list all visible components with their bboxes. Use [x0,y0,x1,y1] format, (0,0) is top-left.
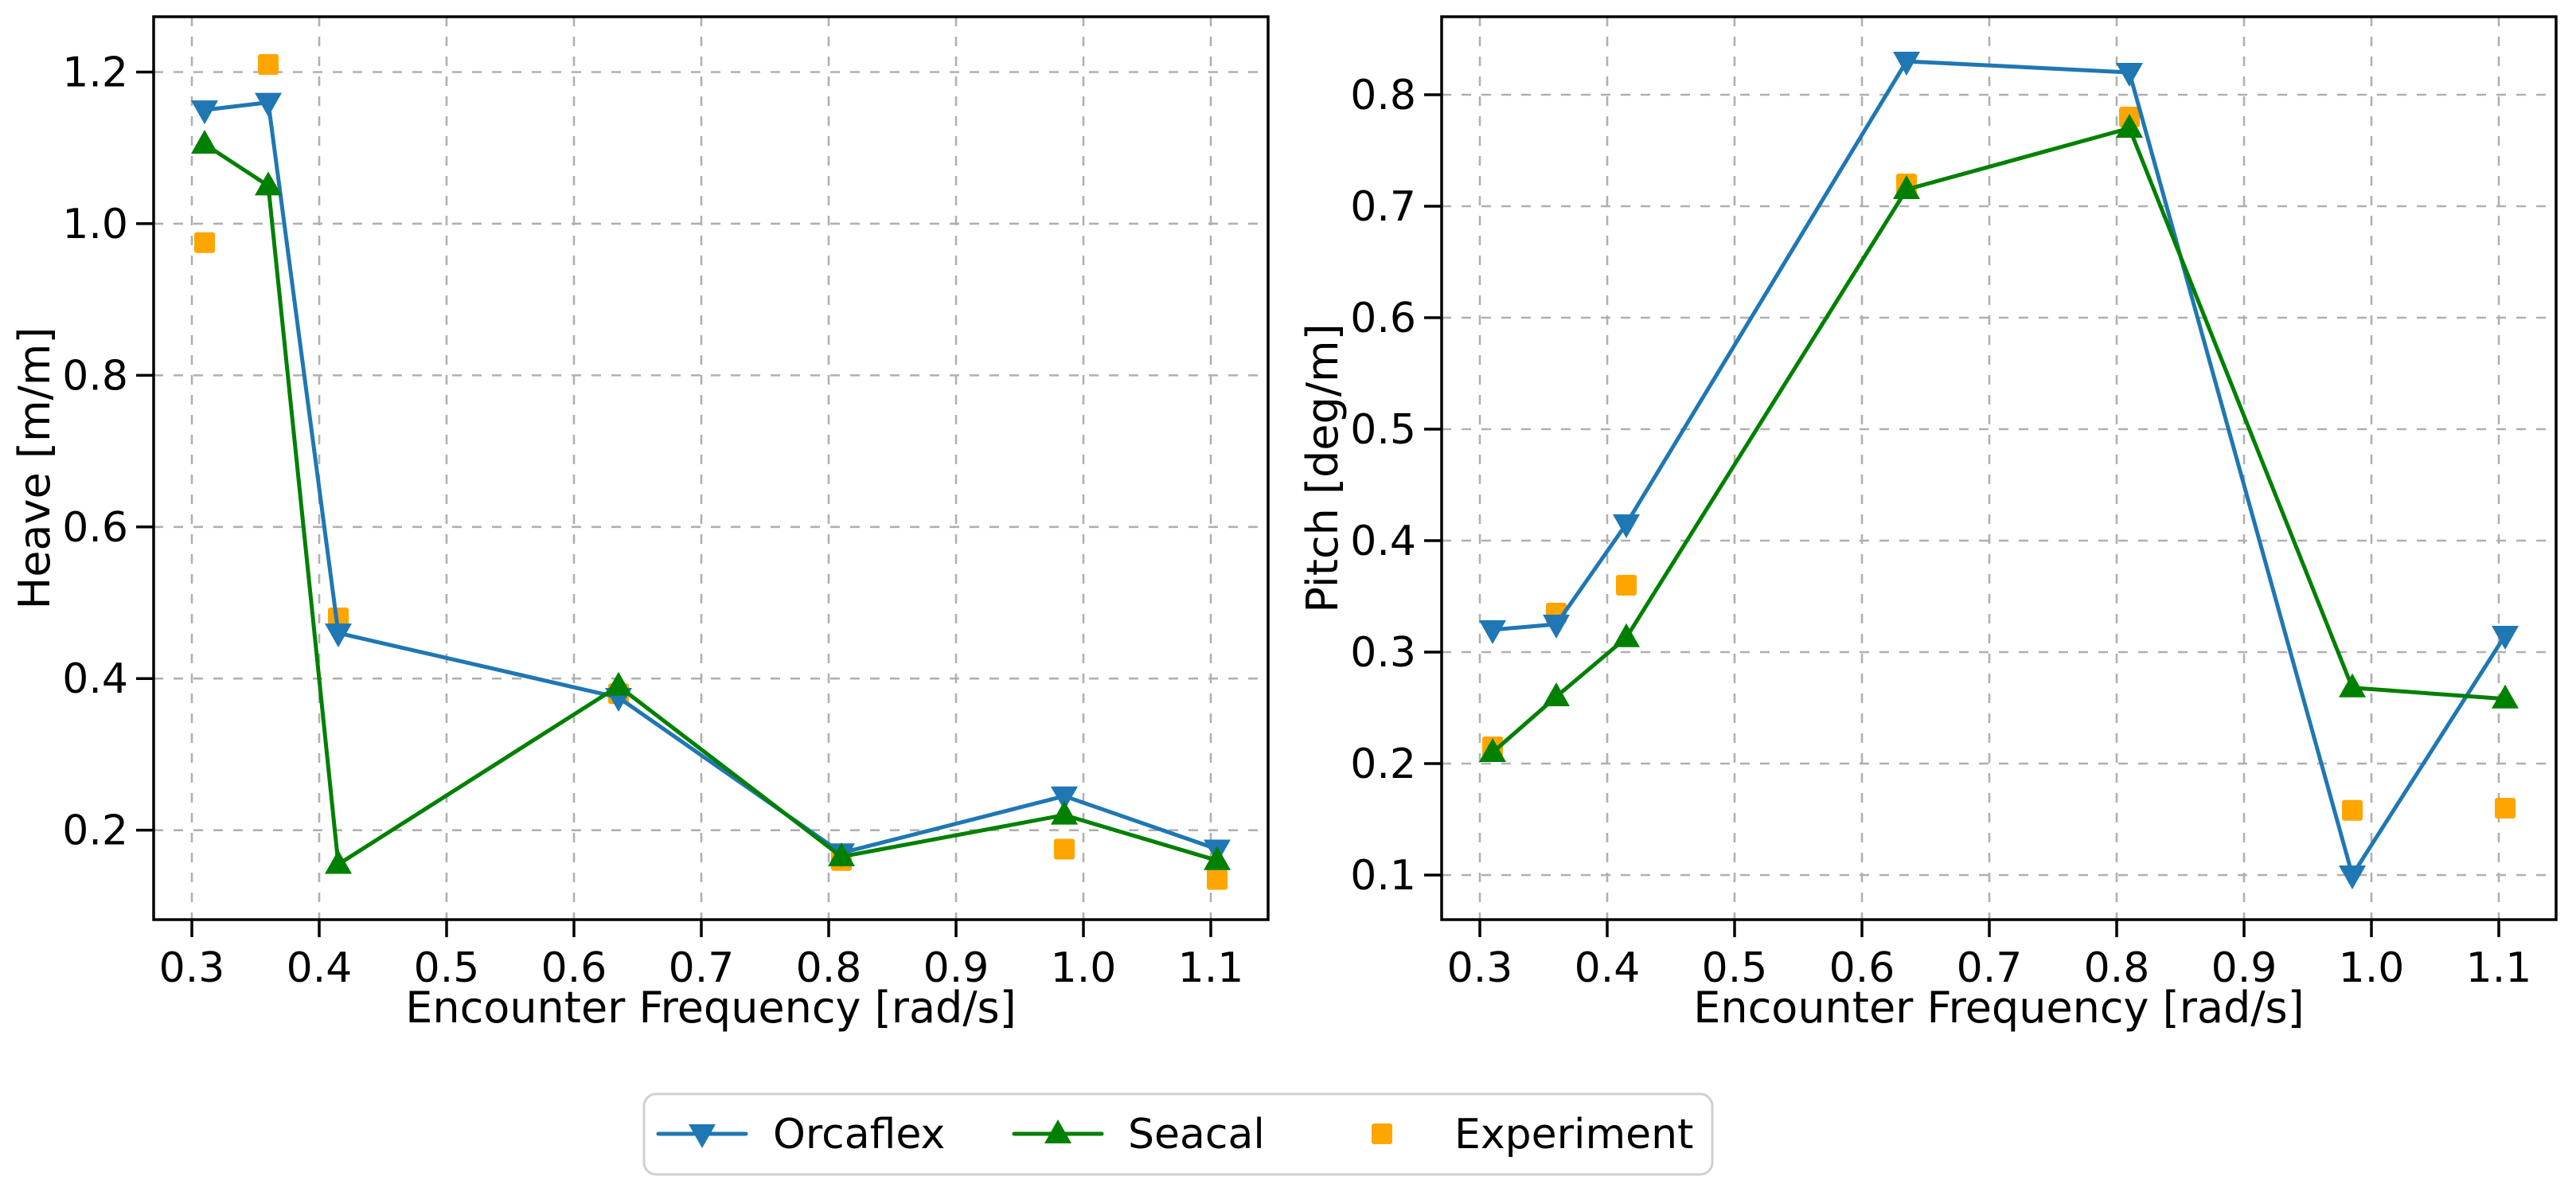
square-marker-experiment [1054,838,1075,860]
x-tick-label: 0.5 [1702,944,1768,992]
triangle-up-marker-seacal [1204,846,1231,870]
x-tick-label: 1.0 [2339,944,2405,992]
triangle-up-marker-seacal [255,171,282,196]
series-seacal [191,129,1231,874]
legend-label: Orcaflex [773,1111,945,1159]
square-icon [1372,1123,1392,1144]
triangle-up-marker-seacal [1613,623,1640,647]
triangle-down-marker-orcaflex [325,623,352,648]
triangle-up-marker-seacal [2116,114,2143,138]
x-tick-label: 0.5 [414,944,480,992]
x-tick-label: 1.1 [1178,944,1244,992]
triangle-up-marker-seacal [1479,738,1506,762]
square-marker-experiment [2495,798,2516,819]
series-experiment [1482,107,2516,821]
legend-item-experiment: Experiment [1372,1111,1693,1159]
x-tick-label: 0.7 [1957,944,2023,992]
series-orcaflex [1479,52,2519,889]
y-tick-label: 0.6 [62,504,128,552]
triangle-down-marker-orcaflex [191,100,218,125]
legend-box [642,1092,1714,1176]
triangle-down-marker-orcaflex [255,92,282,117]
triangle-down-marker-orcaflex [2116,63,2143,87]
x-tick-label: 0.3 [1447,944,1513,992]
x-tick-label: 0.9 [2211,944,2277,992]
x-axis-label: Encounter Frequency [rad/s] [1693,983,2304,1033]
axes-spines [152,15,1270,921]
y-tick-label: 0.2 [62,807,128,855]
square-marker-experiment [1207,869,1228,890]
triangle-down-marker-orcaflex [2339,865,2366,889]
triangle-down-marker-orcaflex [1613,514,1640,538]
square-marker-experiment [194,232,215,253]
triangle-down-marker-orcaflex [1893,52,1920,76]
y-tick-label: 0.6 [1350,295,1416,342]
legend-label: Experiment [1454,1111,1693,1159]
x-tick-label: 0.8 [796,944,862,992]
y-tick-label: 0.2 [1350,740,1416,788]
triangle-up-marker-seacal [828,842,855,866]
y-tick-label: 0.5 [1350,406,1416,454]
x-tick-label: 1.1 [2466,944,2532,992]
series-orcaflex [191,92,1231,868]
x-axis-label: Encounter Frequency [rad/s] [405,983,1016,1033]
legend-label: Seacal [1128,1111,1265,1159]
subplot-pitch: 0.3 0.4 0.5 0.6 0.7 0.8 0.9 1.0 1.1 0.1 0.2 0.3 0.4 0… [1298,15,2558,1033]
series-seacal [1479,114,2519,762]
square-marker-experiment [2342,799,2363,821]
square-marker-experiment [258,53,279,75]
x-tick-label: 0.4 [287,944,353,992]
x-tick-label: 0.4 [1575,944,1641,992]
x-tick-label: 0.3 [159,944,225,992]
triangle-up-marker-seacal [191,129,218,154]
y-tick-label: 0.8 [1350,72,1416,119]
legend-item-seacal: Seacal [1012,1111,1265,1159]
triangle-up-marker-seacal [1543,682,1570,706]
series-line-orcaflex [1490,59,2508,877]
square-marker-experiment [1616,575,1637,596]
y-tick-label: 0.4 [1350,518,1416,565]
y-axis-label: Pitch [deg/m] [1298,323,1348,612]
series-line-seacal [202,142,1220,866]
triangle-up-marker-seacal [2492,684,2519,709]
subplot-heave: 0.3 0.4 0.5 0.6 0.7 0.8 0.9 1.0 1.1 0.2 0.4 0.6 0.8 1… [10,15,1270,1033]
y-tick-label: 0.8 [62,352,128,400]
triangle-up-icon [1044,1119,1071,1143]
triangle-down-marker-orcaflex [1051,786,1078,811]
triangle-down-marker-orcaflex [2492,626,2519,650]
triangle-up-marker-seacal [1051,800,1078,825]
triangle-down-icon [689,1124,716,1148]
y-tick-label: 1.2 [62,49,128,97]
y-tick-label: 1.0 [62,201,128,248]
series-experiment [194,53,1228,890]
x-tick-label: 0.6 [541,944,607,992]
triangle-down-marker-orcaflex [1479,620,1506,644]
x-tick-label: 0.8 [2084,944,2150,992]
y-tick-label: 0.4 [62,655,128,703]
y-tick-label: 0.3 [1350,629,1416,677]
triangle-up-marker-seacal [1893,175,1920,199]
triangle-down-marker-orcaflex [1543,615,1570,639]
x-tick-label: 0.7 [669,944,735,992]
x-tick-label: 0.9 [923,944,989,992]
triangle-up-marker-seacal [605,671,632,696]
series-line-seacal [1490,126,2508,755]
y-tick-label: 0.7 [1350,183,1416,231]
series-line-orcaflex [202,100,1220,855]
y-axis-label: Heave [m/m] [10,327,60,610]
legend: Orcaflex Seacal Experiment [642,1092,1714,1176]
legend-item-orcaflex: Orcaflex [656,1111,945,1159]
triangle-up-marker-seacal [2339,673,2366,697]
x-tick-label: 1.0 [1051,944,1117,992]
axes-spines [1440,15,2558,921]
y-tick-label: 0.1 [1350,852,1416,900]
x-tick-label: 0.6 [1829,944,1895,992]
triangle-up-marker-seacal [325,850,352,874]
